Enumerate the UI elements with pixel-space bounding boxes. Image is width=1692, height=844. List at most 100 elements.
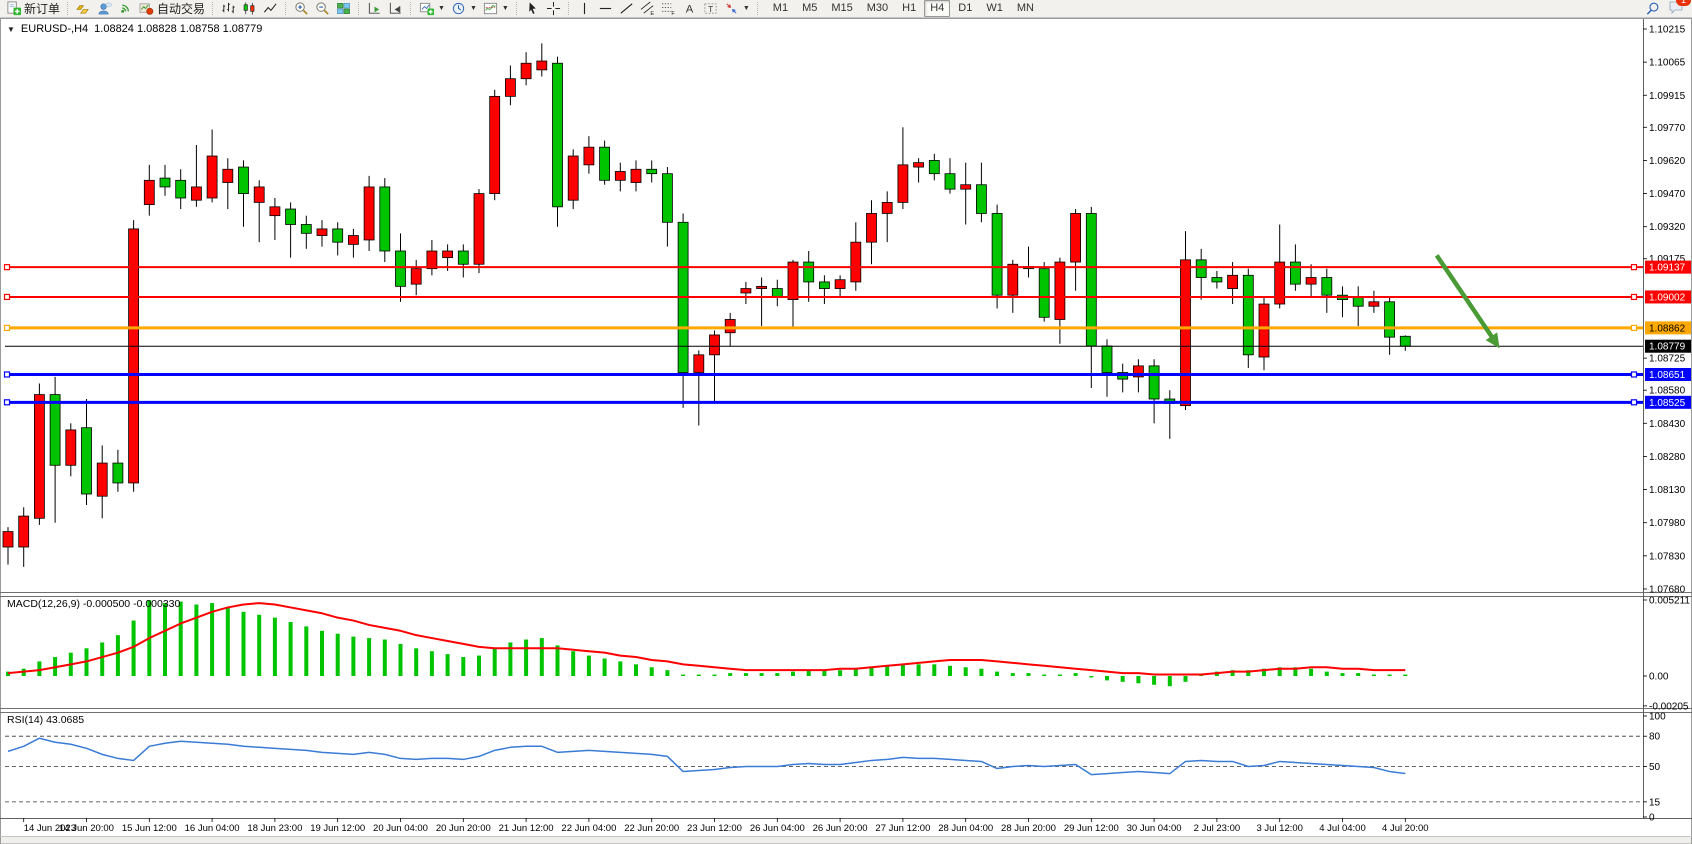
timeframe-H4[interactable]: H4 xyxy=(924,0,951,17)
macd-histogram-bar xyxy=(1057,674,1062,676)
macd-histogram-bar xyxy=(885,665,890,676)
fibonacci-tool[interactable]: F xyxy=(658,0,679,17)
line-handle[interactable] xyxy=(3,371,11,378)
account-cloud-button[interactable] xyxy=(94,0,115,17)
time-tick-label: 22 Jun 20:00 xyxy=(624,823,679,834)
timeframe-H1[interactable]: H1 xyxy=(902,2,917,14)
text-icon: A xyxy=(686,3,694,15)
candle-body xyxy=(190,186,202,201)
line-handle[interactable] xyxy=(1630,264,1638,271)
candle-body xyxy=(1085,213,1097,347)
timeframe-M5[interactable]: M5 xyxy=(802,2,818,14)
time-tick-label: 4 Jul 04:00 xyxy=(1319,823,1365,834)
macd-histogram-bar xyxy=(1356,673,1361,676)
candle-body xyxy=(976,184,987,214)
price-level-tag xyxy=(1645,321,1691,335)
trendline-tool[interactable] xyxy=(616,0,637,17)
price-axis[interactable]: 1.10215 1.10065 1.09915 1.09770 1.09620 1.094… xyxy=(1643,25,1686,596)
line-handle[interactable] xyxy=(3,399,11,406)
gold-bars-button[interactable] xyxy=(73,0,94,17)
line-handle[interactable] xyxy=(3,264,11,271)
templates-dropdown[interactable]: ▼ xyxy=(480,0,512,17)
notifications-button[interactable]: 1 xyxy=(1668,0,1691,18)
candle-body xyxy=(65,429,77,466)
bar-chart-button[interactable] xyxy=(218,0,239,17)
chart-shift-icon xyxy=(389,2,401,14)
clock-icon xyxy=(452,2,465,15)
new-order-button[interactable]: 新订单 xyxy=(3,0,63,17)
timeframe-M30[interactable]: M30 xyxy=(866,2,889,14)
dropdown-caret-icon: ▼ xyxy=(469,5,477,12)
timeframe-M15[interactable]: M15 xyxy=(831,2,853,14)
candle-body xyxy=(1070,213,1081,263)
macd-histogram-bar xyxy=(1230,670,1235,676)
new-chart-dropdown[interactable]: ▼ xyxy=(416,0,448,17)
cursor-tool-button[interactable] xyxy=(522,0,543,17)
time-tick-label: 18 Jun 23:00 xyxy=(247,823,302,834)
candle-body xyxy=(1054,261,1066,320)
vertical-line-tool[interactable] xyxy=(574,0,595,17)
macd-histogram-bar xyxy=(728,673,733,676)
candle-body xyxy=(552,62,563,208)
collapse-triangle-icon[interactable]: ▼ xyxy=(7,24,15,34)
line-handle[interactable] xyxy=(1630,324,1638,331)
line-handle[interactable] xyxy=(3,324,11,331)
text-label-tool[interactable]: T xyxy=(700,0,721,17)
arrow-head[interactable] xyxy=(1485,332,1500,349)
line-handle[interactable] xyxy=(1630,399,1638,406)
macd-histogram-bar xyxy=(6,671,10,676)
macd-histogram-bar xyxy=(1387,674,1392,676)
svg-text:T: T xyxy=(708,4,713,14)
macd-histogram-bar xyxy=(665,670,670,676)
macd-histogram-bar xyxy=(477,655,481,676)
macd-histogram-bar xyxy=(775,673,780,676)
arrow-shaft[interactable] xyxy=(1434,254,1496,341)
signal-button[interactable] xyxy=(115,0,136,17)
macd-histogram-bar xyxy=(100,642,105,676)
chart-title: ▼ EURUSD-,H4 1.08824 1.08828 1.08758 1.0… xyxy=(7,23,262,35)
periods-dropdown[interactable]: ▼ xyxy=(448,0,480,17)
equidistant-channel-tool[interactable]: E xyxy=(637,0,658,17)
auto-trading-button[interactable]: 自动交易 xyxy=(136,0,208,17)
line-handle[interactable] xyxy=(1630,293,1638,301)
timeframe-M1[interactable]: M1 xyxy=(772,2,789,14)
chart-shift-button[interactable] xyxy=(385,0,406,17)
price-tick-label: 1.09915 xyxy=(1649,91,1686,102)
candle-body xyxy=(693,354,705,373)
line-handle[interactable] xyxy=(3,293,11,301)
macd-histogram-bar xyxy=(995,671,1000,676)
candlestick-chart-button[interactable] xyxy=(239,0,260,17)
auto-scroll-button[interactable] xyxy=(364,0,385,17)
macd-histogram-bar xyxy=(115,635,120,676)
svg-text:A: A xyxy=(686,3,694,15)
dropdown-caret-icon: ▼ xyxy=(742,5,750,12)
candle-body xyxy=(819,281,830,289)
timeframe-W1[interactable]: W1 xyxy=(986,2,1003,14)
candle-body xyxy=(489,95,501,194)
macd-histogram-bar xyxy=(1026,673,1031,676)
macd-histogram-bar xyxy=(508,642,513,676)
zoom-in-button[interactable] xyxy=(291,0,312,17)
rsi-tick-label: 50 xyxy=(1649,762,1661,773)
arrows-dropdown[interactable]: ▼ xyxy=(721,0,753,17)
crosshair-tool-button[interactable] xyxy=(543,0,564,17)
macd-histogram-bar xyxy=(1089,676,1094,678)
price-tick-label: 1.07980 xyxy=(1649,518,1686,529)
dropdown-caret-icon: ▼ xyxy=(438,5,445,12)
line-chart-button[interactable] xyxy=(260,0,281,17)
zoom-out-button[interactable] xyxy=(312,0,333,17)
horizontal-line-tool[interactable] xyxy=(595,0,616,17)
timeframe-D1[interactable]: D1 xyxy=(958,2,973,14)
timeframe-MN[interactable]: MN xyxy=(1016,2,1034,14)
macd-histogram-bar xyxy=(979,668,984,676)
macd-histogram-bar xyxy=(288,622,293,676)
search-icon[interactable] xyxy=(1645,1,1660,16)
tile-windows-button[interactable] xyxy=(333,0,354,17)
text-tool[interactable]: A xyxy=(679,0,700,17)
arrow-object[interactable] xyxy=(1434,254,1500,349)
macd-histogram-bar xyxy=(869,667,874,676)
macd-histogram-bar xyxy=(210,603,215,676)
line-handle[interactable] xyxy=(1630,371,1638,378)
